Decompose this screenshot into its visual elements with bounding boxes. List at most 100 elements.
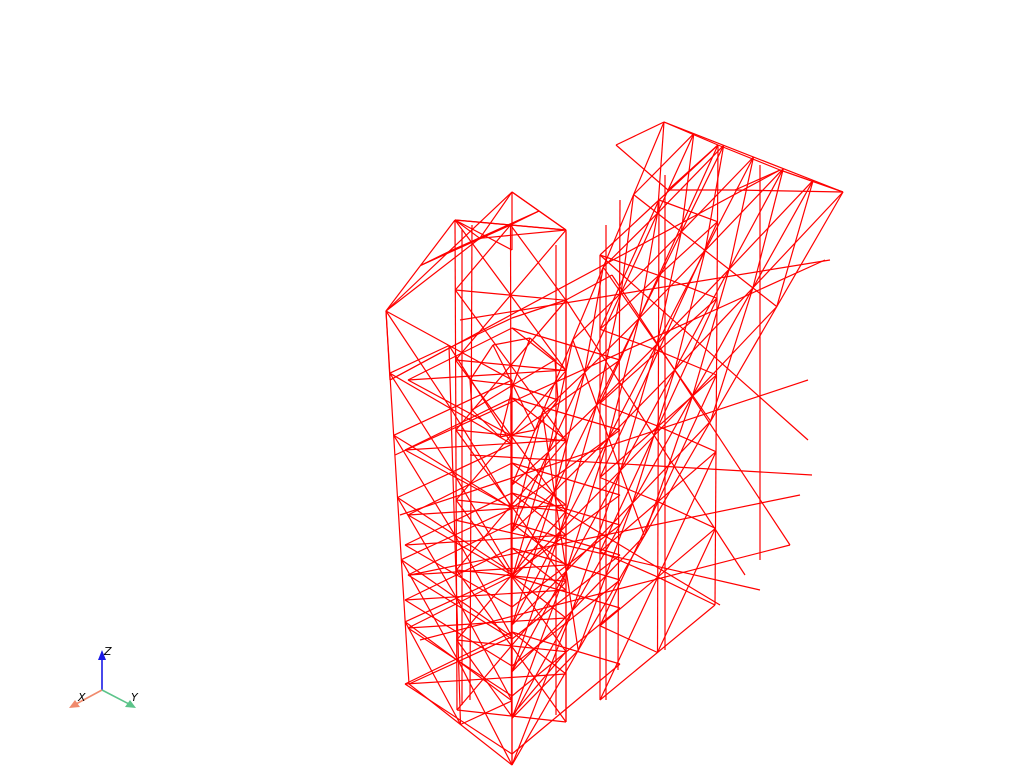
mesh-edge bbox=[454, 219, 458, 711]
mesh-edge bbox=[385, 310, 452, 410]
mesh-edge bbox=[454, 507, 513, 536]
mesh-edge bbox=[511, 121, 665, 486]
mesh-edge bbox=[389, 372, 454, 473]
mesh-edge bbox=[455, 499, 512, 577]
mesh-edge bbox=[404, 439, 567, 451]
mesh-edge bbox=[511, 191, 844, 766]
mesh-edge bbox=[511, 462, 567, 506]
mesh-edge bbox=[728, 179, 814, 270]
mesh-edge bbox=[658, 350, 717, 376]
mesh-edge bbox=[455, 429, 512, 506]
mesh-edge bbox=[752, 191, 844, 289]
mesh-edge bbox=[469, 344, 494, 381]
mesh-edge bbox=[385, 310, 391, 381]
mesh-edge bbox=[734, 189, 844, 193]
mesh-edge bbox=[389, 169, 781, 381]
mesh-edge bbox=[407, 522, 513, 576]
mesh-edge bbox=[404, 597, 457, 623]
mesh-edge bbox=[615, 144, 669, 191]
mesh-edge bbox=[510, 435, 567, 512]
mesh-edge bbox=[565, 274, 613, 301]
z-axis-arrowhead bbox=[98, 650, 106, 660]
mesh-edge bbox=[512, 384, 559, 401]
mesh-edge bbox=[454, 219, 512, 296]
mesh-edge bbox=[404, 492, 513, 546]
mesh-edge bbox=[469, 224, 473, 701]
mesh-edge bbox=[455, 359, 512, 436]
mesh-edge bbox=[454, 219, 481, 239]
mesh-edge bbox=[638, 250, 706, 319]
mesh-edge bbox=[620, 395, 694, 471]
mesh-edge bbox=[396, 497, 458, 599]
mesh-edge bbox=[511, 522, 567, 566]
z-axis-label: Z bbox=[103, 645, 112, 658]
mesh-edge bbox=[656, 528, 717, 653]
mesh-edge bbox=[469, 379, 514, 386]
mesh-edge bbox=[599, 254, 659, 276]
x-axis-line bbox=[75, 689, 103, 705]
mesh-edge bbox=[599, 476, 659, 503]
x-axis-label: X bbox=[77, 691, 86, 704]
mesh-edge bbox=[394, 259, 826, 456]
mesh-edge bbox=[499, 429, 536, 438]
mesh-edge bbox=[510, 575, 567, 653]
mesh-edge bbox=[404, 397, 513, 451]
mesh-edge bbox=[492, 337, 531, 346]
mesh-edge bbox=[657, 576, 716, 606]
mesh-edge bbox=[611, 274, 791, 546]
mesh-edge bbox=[404, 544, 513, 608]
mesh-edge bbox=[633, 133, 695, 196]
mesh-edge bbox=[499, 384, 514, 438]
mesh-edge bbox=[511, 631, 567, 675]
mesh-edge bbox=[511, 327, 567, 371]
mesh-edge bbox=[404, 621, 462, 725]
mesh-edge bbox=[471, 384, 514, 411]
mesh-edge bbox=[409, 494, 801, 576]
mesh-edge bbox=[599, 350, 660, 478]
mesh-edge bbox=[599, 426, 659, 552]
mesh-edge bbox=[692, 306, 778, 396]
mesh-edge bbox=[455, 569, 512, 647]
mesh-edge bbox=[452, 443, 513, 473]
mesh-edge bbox=[657, 451, 717, 578]
mesh-edge bbox=[407, 369, 567, 381]
mesh-edge bbox=[615, 121, 665, 146]
mesh-edge bbox=[407, 504, 567, 516]
mesh-edge bbox=[511, 649, 579, 719]
mesh-edge bbox=[512, 359, 556, 386]
mesh-edge bbox=[393, 434, 456, 536]
mesh-edge bbox=[512, 337, 531, 386]
mesh-edge bbox=[674, 287, 754, 371]
mesh-edge bbox=[471, 409, 501, 438]
mesh-edge bbox=[667, 144, 719, 191]
mesh-edge bbox=[657, 374, 718, 502]
mesh-edge bbox=[511, 133, 695, 532]
mesh-edge bbox=[529, 337, 556, 361]
mesh-edge bbox=[407, 627, 513, 697]
mesh-edge bbox=[599, 275, 660, 404]
mesh-edge bbox=[584, 318, 640, 373]
mesh-edge bbox=[511, 191, 567, 231]
mesh-edge bbox=[511, 479, 721, 606]
mesh-edge bbox=[454, 534, 513, 637]
y-axis-arrowhead bbox=[125, 700, 136, 708]
mesh-edge bbox=[404, 589, 567, 601]
mesh-edge bbox=[385, 237, 481, 312]
mesh-edge bbox=[599, 254, 809, 441]
mesh-edge bbox=[407, 379, 513, 437]
mesh-edge bbox=[492, 344, 514, 386]
mesh-edge bbox=[407, 574, 513, 640]
mesh-edge bbox=[512, 384, 536, 431]
mesh-edge bbox=[599, 402, 659, 427]
mesh-edge bbox=[420, 224, 511, 267]
mesh-edge bbox=[479, 191, 513, 239]
mesh-edge bbox=[389, 344, 450, 374]
mesh-edge bbox=[454, 219, 513, 251]
mesh-edge bbox=[511, 168, 784, 672]
mesh-edge bbox=[509, 224, 513, 717]
mesh-edge bbox=[404, 683, 513, 755]
mesh-edge bbox=[404, 547, 513, 601]
mesh-edge bbox=[454, 289, 512, 366]
